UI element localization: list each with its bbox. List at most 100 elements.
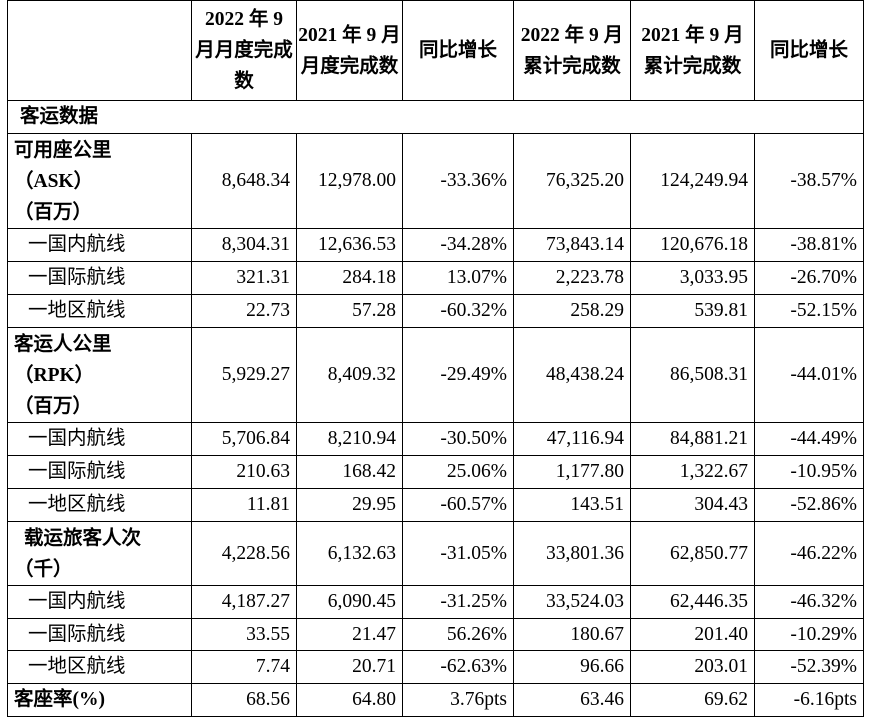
route-label: 一国际航线 bbox=[7, 617, 192, 651]
header-cell-empty bbox=[7, 0, 192, 101]
route-value-cell: 1,322.67 bbox=[630, 455, 755, 489]
header-cell-2021-sep-monthly: 2021 年 9 月月度完成数 bbox=[296, 0, 403, 101]
header-cell-cumulative-yoy: 同比增长 bbox=[754, 0, 864, 101]
route-value-cell: 203.01 bbox=[630, 650, 755, 684]
load-factor-value-cell: 68.56 bbox=[191, 682, 297, 717]
route-row: 一地区航线 7.74 20.71 -62.63% 96.66 203.01 -52.39% bbox=[7, 650, 864, 684]
route-value-cell: 321.31 bbox=[191, 261, 297, 295]
load-factor-value-cell: 63.46 bbox=[513, 682, 631, 717]
metric-label-line: （RPK） bbox=[14, 364, 95, 386]
passenger-traffic-table: 2022 年 9 月月度完成数 2021 年 9 月月度完成数 同比增长 202… bbox=[7, 0, 864, 717]
route-value-cell: -60.57% bbox=[402, 488, 514, 522]
metric-label-line: 客运人公里 bbox=[14, 333, 112, 355]
route-value-cell: 20.71 bbox=[296, 650, 403, 684]
route-value-cell: -30.50% bbox=[402, 422, 514, 456]
route-label: 一地区航线 bbox=[7, 650, 192, 684]
metric-value-cell: -31.05% bbox=[402, 521, 514, 586]
route-value-cell: 2,223.78 bbox=[513, 261, 631, 295]
header-cell-monthly-yoy: 同比增长 bbox=[402, 0, 514, 101]
route-value-cell: 21.47 bbox=[296, 617, 403, 651]
metric-label-line: （千） bbox=[14, 558, 73, 580]
metric-label: 可用座公里 （ASK） （百万） bbox=[7, 133, 192, 229]
route-row: 一地区航线 22.73 57.28 -60.32% 258.29 539.81 -52.15… bbox=[7, 294, 864, 328]
route-value-cell: 33.55 bbox=[191, 617, 297, 651]
metric-value-cell: -46.22% bbox=[754, 521, 864, 586]
route-value-cell: 22.73 bbox=[191, 294, 297, 328]
metric-label-line: 载运旅客人次 bbox=[24, 527, 142, 549]
route-value-cell: -52.86% bbox=[754, 488, 864, 522]
metric-row: 客运人公里 （RPK） （百万） 5,929.27 8,409.32 -29.49% 48,… bbox=[7, 327, 864, 423]
route-value-cell: 13.07% bbox=[402, 261, 514, 295]
route-value-cell: -38.81% bbox=[754, 228, 864, 262]
metric-label-line: （ASK） bbox=[14, 170, 94, 192]
metric-value-cell: 6,132.63 bbox=[296, 521, 403, 586]
route-value-cell: -44.49% bbox=[754, 422, 864, 456]
route-value-cell: -52.15% bbox=[754, 294, 864, 328]
route-value-cell: -34.28% bbox=[402, 228, 514, 262]
metric-value-cell: 124,249.94 bbox=[630, 133, 755, 229]
metric-label: 客运人公里 （RPK） （百万） bbox=[7, 327, 192, 423]
section-row: 客运数据 bbox=[7, 100, 864, 134]
route-value-cell: 3,033.95 bbox=[630, 261, 755, 295]
header-cell-2022-sep-monthly: 2022 年 9 月月度完成数 bbox=[191, 0, 297, 101]
route-row: 一国内航线 5,706.84 8,210.94 -30.50% 47,116.94 84,… bbox=[7, 422, 864, 456]
route-value-cell: 56.26% bbox=[402, 617, 514, 651]
metric-value-cell: 86,508.31 bbox=[630, 327, 755, 423]
metric-value-cell: -29.49% bbox=[402, 327, 514, 423]
route-value-cell: 29.95 bbox=[296, 488, 403, 522]
route-label: 一国内航线 bbox=[7, 228, 192, 262]
route-label: 一国际航线 bbox=[7, 261, 192, 295]
header-cell-2022-sep-cumulative: 2022 年 9 月累计完成数 bbox=[513, 0, 631, 101]
metric-label-line: 可用座公里 bbox=[14, 139, 112, 161]
route-value-cell: 12,636.53 bbox=[296, 228, 403, 262]
metric-row: 载运旅客人次 （千） 4,228.56 6,132.63 -31.05% 33,801.3… bbox=[7, 521, 864, 586]
load-factor-label: 客座率(%) bbox=[7, 682, 192, 717]
route-value-cell: 201.40 bbox=[630, 617, 755, 651]
route-value-cell: 73,843.14 bbox=[513, 228, 631, 262]
route-row: 一国际航线 210.63 168.42 25.06% 1,177.80 1,322.67-… bbox=[7, 455, 864, 489]
route-value-cell: 4,187.27 bbox=[191, 585, 297, 619]
route-value-cell: 539.81 bbox=[630, 294, 755, 328]
route-value-cell: 25.06% bbox=[402, 455, 514, 489]
metric-label-line: （百万） bbox=[14, 201, 93, 223]
route-value-cell: 258.29 bbox=[513, 294, 631, 328]
route-value-cell: 47,116.94 bbox=[513, 422, 631, 456]
load-factor-value-cell: 64.80 bbox=[296, 682, 403, 717]
metric-value-cell: 33,801.36 bbox=[513, 521, 631, 586]
metric-value-cell: 76,325.20 bbox=[513, 133, 631, 229]
route-value-cell: 304.43 bbox=[630, 488, 755, 522]
route-row: 一国内航线 8,304.31 12,636.53 -34.28% 73,843.14 12… bbox=[7, 228, 864, 262]
route-value-cell: 57.28 bbox=[296, 294, 403, 328]
table-body: 客运数据 可用座公里 （ASK） （百万） 8,648.34 12,978.00 -33.… bbox=[7, 100, 864, 717]
route-value-cell: 8,304.31 bbox=[191, 228, 297, 262]
route-value-cell: 33,524.03 bbox=[513, 585, 631, 619]
metric-value-cell: 5,929.27 bbox=[191, 327, 297, 423]
load-factor-value-cell: 3.76pts bbox=[402, 682, 514, 717]
metric-label: 载运旅客人次 （千） bbox=[7, 521, 192, 586]
section-title: 客运数据 bbox=[7, 100, 864, 134]
metric-value-cell: 8,648.34 bbox=[191, 133, 297, 229]
header-row: 2022 年 9 月月度完成数 2021 年 9 月月度完成数 同比增长 202… bbox=[7, 0, 864, 101]
route-label: 一地区航线 bbox=[7, 294, 192, 328]
metric-value-cell: 12,978.00 bbox=[296, 133, 403, 229]
metric-value-cell: 4,228.56 bbox=[191, 521, 297, 586]
route-value-cell: -26.70% bbox=[754, 261, 864, 295]
route-value-cell: 168.42 bbox=[296, 455, 403, 489]
route-value-cell: -52.39% bbox=[754, 650, 864, 684]
route-value-cell: 6,090.45 bbox=[296, 585, 403, 619]
route-value-cell: -31.25% bbox=[402, 585, 514, 619]
route-value-cell: 11.81 bbox=[191, 488, 297, 522]
load-factor-value-cell: 69.62 bbox=[630, 682, 755, 717]
route-value-cell: 1,177.80 bbox=[513, 455, 631, 489]
route-value-cell: 180.67 bbox=[513, 617, 631, 651]
route-value-cell: 284.18 bbox=[296, 261, 403, 295]
route-row: 一国际航线 321.31 284.18 13.07% 2,223.78 3,033.95-… bbox=[7, 261, 864, 295]
metric-value-cell: 48,438.24 bbox=[513, 327, 631, 423]
route-value-cell: -60.32% bbox=[402, 294, 514, 328]
route-value-cell: 62,446.35 bbox=[630, 585, 755, 619]
route-value-cell: 5,706.84 bbox=[191, 422, 297, 456]
route-label: 一国内航线 bbox=[7, 422, 192, 456]
route-value-cell: 8,210.94 bbox=[296, 422, 403, 456]
route-label: 一地区航线 bbox=[7, 488, 192, 522]
route-value-cell: -10.29% bbox=[754, 617, 864, 651]
